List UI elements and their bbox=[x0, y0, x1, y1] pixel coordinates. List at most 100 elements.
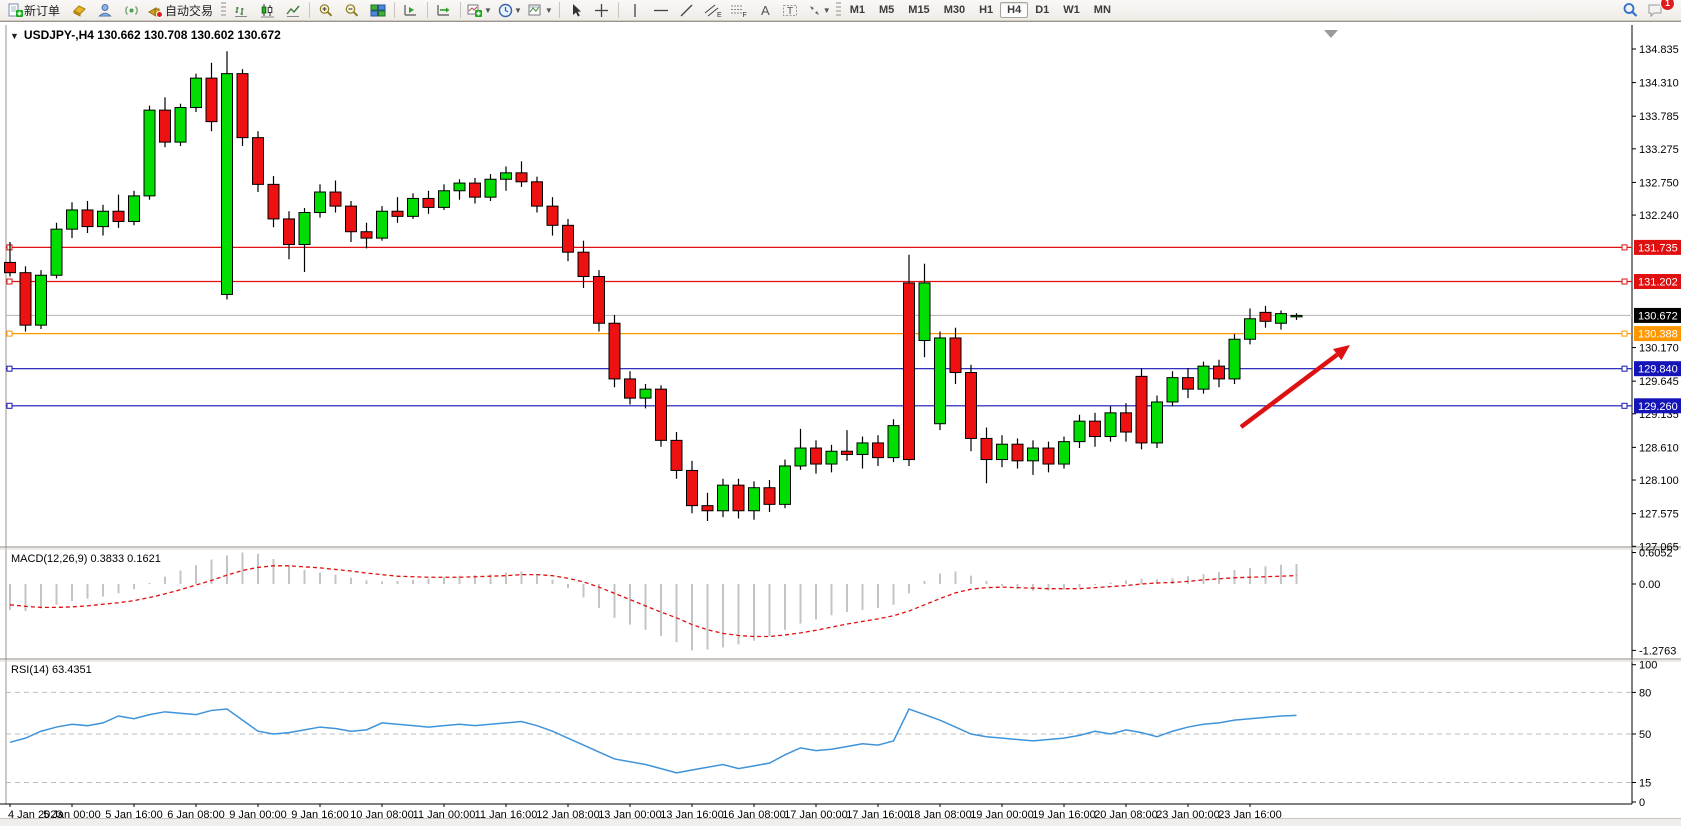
text-label-icon: T bbox=[783, 4, 798, 17]
gold-box-icon bbox=[72, 5, 86, 17]
search-icon bbox=[1623, 3, 1637, 17]
price-tag-131.735 bbox=[1634, 239, 1681, 255]
arrows-button[interactable]: ▼ bbox=[804, 0, 834, 20]
candles-layer bbox=[4, 51, 1303, 521]
timeframe-m1-button[interactable]: M1 bbox=[849, 4, 865, 16]
cursor-button[interactable] bbox=[563, 0, 589, 20]
new-order-label: 新订单 bbox=[24, 3, 61, 18]
trendline-icon bbox=[680, 4, 693, 16]
svg-text:E: E bbox=[717, 12, 722, 18]
toolbar-separator bbox=[394, 2, 396, 18]
templates-button[interactable]: ▼ bbox=[525, 0, 556, 20]
horizontal-lines-layer bbox=[6, 244, 1632, 409]
new-order-button[interactable]: 新订单 bbox=[4, 0, 66, 20]
crosshair-button[interactable] bbox=[589, 0, 615, 20]
search-button[interactable] bbox=[1617, 0, 1643, 20]
line-chart-button[interactable] bbox=[280, 0, 306, 20]
price-tag-text: 130.672 bbox=[1638, 310, 1678, 322]
new-order-icon bbox=[8, 3, 23, 17]
price-axis-label: 133.785 bbox=[1639, 111, 1679, 123]
indicators-icon bbox=[467, 4, 483, 17]
price-tag-text: 131.735 bbox=[1638, 242, 1678, 254]
hline-support-1[interactable] bbox=[6, 365, 1632, 372]
timeframe-d1-button[interactable]: D1 bbox=[1035, 4, 1050, 16]
hline-support-2[interactable] bbox=[6, 402, 1632, 409]
notifications-button[interactable]: 1 bbox=[1643, 0, 1675, 20]
gold-box-button[interactable] bbox=[66, 0, 92, 20]
horizontal-line-button[interactable] bbox=[648, 0, 674, 20]
text-button[interactable]: A bbox=[752, 0, 778, 20]
rsi-line bbox=[9, 708, 1297, 774]
candlestick-chart-icon bbox=[260, 3, 274, 17]
chart-window: ▼ USDJPY-,H4 130.662 130.708 130.602 130.… bbox=[0, 21, 1681, 826]
community-button[interactable] bbox=[92, 0, 118, 20]
vertical-line-button[interactable] bbox=[622, 0, 648, 20]
macd-axis-label: -1.2763 bbox=[1639, 645, 1676, 657]
hline-pivot-orange[interactable] bbox=[6, 330, 1632, 337]
toolbar-separator bbox=[309, 2, 311, 18]
indicators-button[interactable]: ▼ bbox=[464, 0, 495, 20]
chart-title-text: USDJPY-,H4 130.662 130.708 130.602 130.6… bbox=[23, 28, 281, 42]
chart-shift-icon bbox=[437, 4, 450, 16]
auto-scroll-button[interactable] bbox=[398, 0, 424, 20]
svg-text:F: F bbox=[742, 12, 746, 18]
bar-chart-button[interactable] bbox=[228, 0, 254, 20]
chart-shift-button[interactable] bbox=[431, 0, 457, 20]
text-icon: A bbox=[761, 3, 770, 18]
toolbar-separator bbox=[460, 2, 462, 18]
zoom-in-button[interactable] bbox=[313, 0, 339, 20]
chart-title: ▼ USDJPY-,H4 130.662 130.708 130.602 130.… bbox=[10, 28, 281, 42]
price-axis-labels bbox=[1632, 48, 1636, 547]
candlestick-chart-button[interactable] bbox=[254, 0, 280, 20]
dropdown-arrow-icon: ▼ bbox=[513, 5, 522, 15]
dropdown-arrow-icon: ▼ bbox=[544, 5, 553, 15]
chart-shift-marker[interactable] bbox=[1324, 30, 1338, 38]
price-tag-129.840 bbox=[1634, 361, 1681, 377]
trend-arrow-annotation[interactable] bbox=[1239, 345, 1350, 429]
trendline-button[interactable] bbox=[674, 0, 700, 20]
zoom-out-icon bbox=[345, 3, 359, 17]
price-axis-label: 134.835 bbox=[1639, 44, 1679, 56]
periods-icon bbox=[498, 3, 513, 17]
auto-scroll-icon bbox=[404, 4, 417, 16]
timeframe-mn-button[interactable]: MN bbox=[1093, 4, 1111, 16]
macd-axis-label: 0.00 bbox=[1639, 579, 1660, 591]
rsi-axis-label: 50 bbox=[1639, 729, 1651, 741]
periods-button[interactable]: ▼ bbox=[495, 0, 525, 20]
macd-indicator-label: MACD(12,26,9) 0.3833 0.1621 bbox=[11, 553, 161, 565]
hline-resistance-2[interactable] bbox=[6, 278, 1632, 285]
dropdown-arrow-icon: ▼ bbox=[822, 5, 831, 15]
tile-windows-button[interactable] bbox=[365, 0, 391, 20]
arrows-icon bbox=[809, 5, 819, 15]
price-axis-label: 129.645 bbox=[1639, 376, 1679, 388]
text-label-button[interactable]: T bbox=[778, 0, 804, 20]
notification-badge: 1 bbox=[1660, 0, 1675, 11]
timeframe-m15-button[interactable]: M15 bbox=[908, 4, 930, 16]
autotrading-button[interactable]: 自动交易 bbox=[144, 0, 219, 20]
bar-chart-icon bbox=[234, 6, 247, 17]
chart-objects-dropdown-icon[interactable]: ▼ bbox=[10, 31, 19, 41]
price-tag-129.260 bbox=[1634, 398, 1681, 414]
zoom-out-button[interactable] bbox=[339, 0, 365, 20]
fibonacci-button[interactable]: F bbox=[726, 0, 752, 20]
timeframe-w1-button[interactable]: W1 bbox=[1063, 4, 1080, 16]
rsi-panel bbox=[6, 664, 1636, 803]
toolbar-grip bbox=[835, 2, 841, 18]
equidistant-channel-button[interactable]: E bbox=[700, 0, 726, 20]
price-axis-label: 134.310 bbox=[1639, 78, 1679, 90]
autotrading-label: 自动交易 bbox=[165, 3, 214, 18]
timeframe-m5-button[interactable]: M5 bbox=[879, 4, 895, 16]
vertical-line-icon bbox=[634, 3, 636, 17]
timeframe-h4-button[interactable]: H4 bbox=[1000, 2, 1029, 18]
rsi-axis-label: 100 bbox=[1639, 660, 1657, 672]
signals-button[interactable] bbox=[118, 0, 144, 20]
toolbar-separator bbox=[558, 2, 560, 18]
rsi-indicator-label: RSI(14) 63.4351 bbox=[11, 664, 92, 676]
price-axis-label: 132.750 bbox=[1639, 177, 1679, 189]
status-bar bbox=[0, 818, 1681, 826]
chart-canvas[interactable]: 134.835 134.310 133.785 133.275 132.750 132.2… bbox=[0, 22, 1681, 826]
timeframe-h1-button[interactable]: H1 bbox=[979, 4, 994, 16]
timeframe-m30-button[interactable]: M30 bbox=[943, 4, 966, 16]
price-axis-label: 128.610 bbox=[1639, 442, 1679, 454]
